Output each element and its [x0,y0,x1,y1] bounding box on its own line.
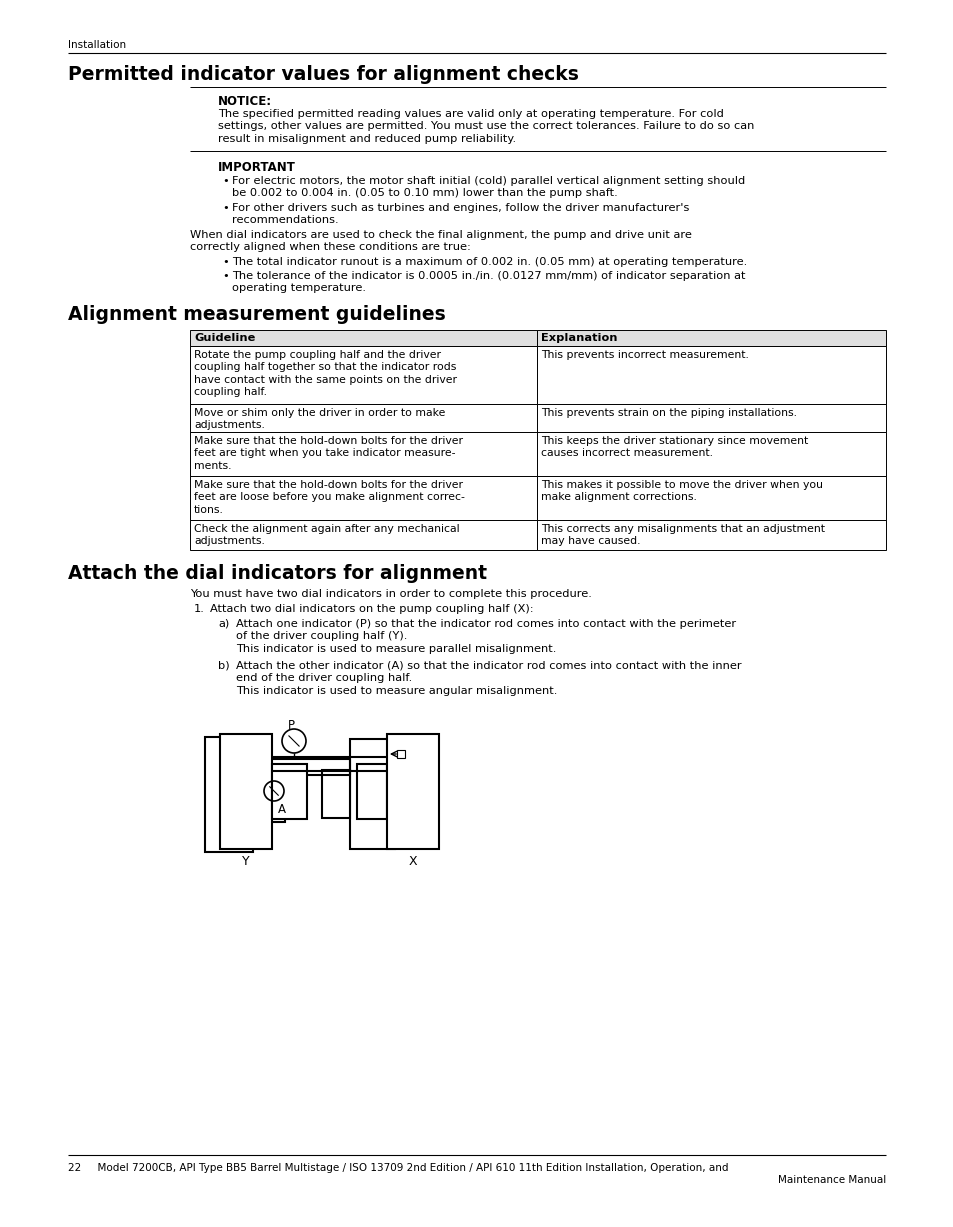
Text: b): b) [218,661,230,671]
Bar [190,476,537,520]
Bar [205,737,253,852]
Text: Attach the dial indicators for alignment: Attach the dial indicators for alignment [68,564,486,583]
Bar [190,432,537,476]
Bar [322,771,350,818]
Text: Make sure that the hold-down bolts for the driver
feet are loose before you make: Make sure that the hold-down bolts for t… [193,480,464,515]
Text: This prevents strain on the piping installations.: This prevents strain on the piping insta… [540,409,796,418]
Text: P: P [288,719,294,733]
Text: This corrects any misalignments that an adjustment
may have caused.: This corrects any misalignments that an … [540,524,824,546]
Text: Attach the other indicator (A) so that the indicator rod comes into contact with: Attach the other indicator (A) so that t… [235,661,740,696]
Text: Explanation: Explanation [540,333,617,344]
Text: You must have two dial indicators in order to complete this procedure.: You must have two dial indicators in ord… [190,589,591,599]
Text: •: • [222,256,229,267]
Text: Alignment measurement guidelines: Alignment measurement guidelines [68,306,445,324]
Bar [190,520,537,550]
Text: a): a) [218,618,229,629]
Text: X: X [409,855,417,867]
Bar [272,764,307,818]
Text: This keeps the driver stationary since movement
causes incorrect measurement.: This keeps the driver stationary since m… [540,436,807,459]
Text: The specified permitted reading values are valid only at operating temperature. : The specified permitted reading values a… [218,109,754,144]
Text: •: • [222,175,229,187]
Bar [396,750,405,758]
Text: The tolerance of the indicator is 0.0005 in./in. (0.0127 mm/mm) of indicator sep: The tolerance of the indicator is 0.0005… [232,271,744,293]
Text: NOTICE:: NOTICE: [218,94,272,108]
Text: Attach two dial indicators on the pump coupling half (X):: Attach two dial indicators on the pump c… [210,604,533,614]
Bar [190,404,537,432]
Text: Y: Y [242,855,250,867]
Text: Installation: Installation [68,40,126,50]
Text: 22     Model 7200CB, API Type BB5 Barrel Multistage / ISO 13709 2nd Edition / AP: 22 Model 7200CB, API Type BB5 Barrel Mul… [68,1163,728,1173]
Text: Attach one indicator (P) so that the indicator rod comes into contact with the p: Attach one indicator (P) so that the ind… [235,618,736,654]
Bar [253,767,285,822]
Text: Permitted indicator values for alignment checks: Permitted indicator values for alignment… [68,65,578,83]
Bar [537,330,885,346]
Bar [190,330,537,346]
Bar [220,734,272,849]
Bar [537,432,885,476]
Bar [537,476,885,520]
Text: The total indicator runout is a maximum of 0.002 in. (0.05 mm) at operating temp: The total indicator runout is a maximum … [232,256,746,267]
Bar [350,739,395,849]
Bar [537,346,885,404]
Bar [356,764,387,818]
Text: Check the alignment again after any mechanical
adjustments.: Check the alignment again after any mech… [193,524,459,546]
Text: Maintenance Manual: Maintenance Manual [777,1175,885,1185]
Text: When dial indicators are used to check the final alignment, the pump and drive u: When dial indicators are used to check t… [190,229,691,253]
Text: Rotate the pump coupling half and the driver
coupling half together so that the : Rotate the pump coupling half and the dr… [193,350,456,398]
Bar [190,346,537,404]
Text: 1.: 1. [193,604,205,614]
Bar [537,404,885,432]
Text: Move or shim only the driver in order to make
adjustments.: Move or shim only the driver in order to… [193,409,445,431]
Text: This prevents incorrect measurement.: This prevents incorrect measurement. [540,350,748,360]
Text: Make sure that the hold-down bolts for the driver
feet are tight when you take i: Make sure that the hold-down bolts for t… [193,436,462,471]
Text: Guideline: Guideline [193,333,255,344]
Text: A: A [277,802,286,816]
Text: This makes it possible to move the driver when you
make alignment corrections.: This makes it possible to move the drive… [540,480,822,502]
Text: •: • [222,202,229,213]
Text: For other drivers such as turbines and engines, follow the driver manufacturer's: For other drivers such as turbines and e… [232,202,689,226]
Text: IMPORTANT: IMPORTANT [218,161,295,174]
Text: For electric motors, the motor shaft initial (cold) parallel vertical alignment : For electric motors, the motor shaft ini… [232,175,744,199]
Bar [537,520,885,550]
Text: •: • [222,271,229,281]
Bar [387,734,438,849]
